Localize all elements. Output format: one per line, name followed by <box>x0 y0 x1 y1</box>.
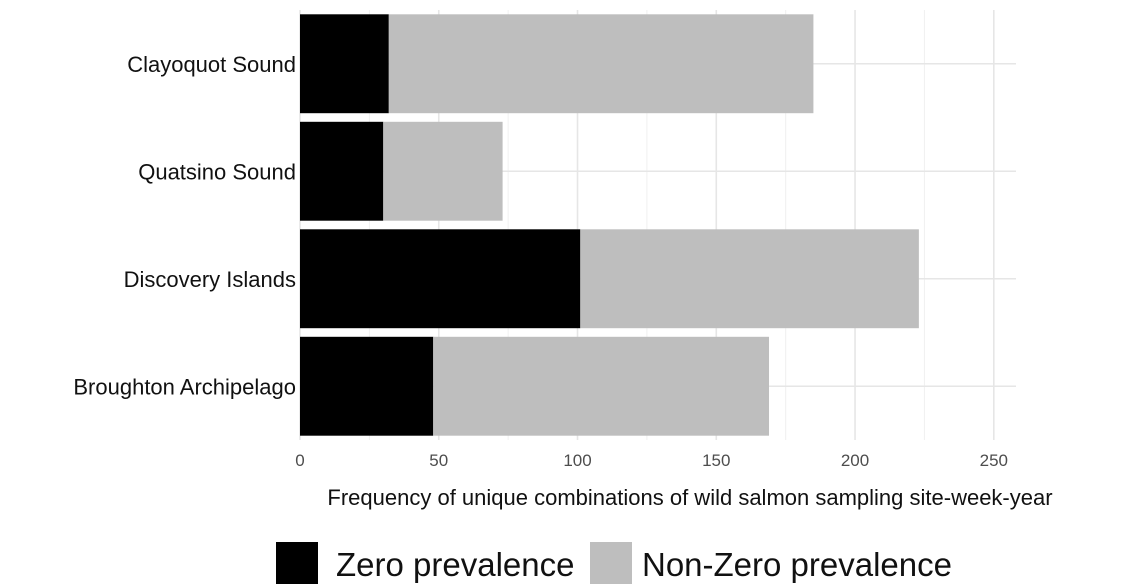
x-axis-tick-label: 200 <box>841 451 869 470</box>
x-axis-tick-label: 250 <box>980 451 1008 470</box>
bar-zero-prevalence <box>300 121 384 221</box>
y-axis-category-labels: Clayoquot Sound Quatsino Sound Discovery I… <box>73 52 296 400</box>
bar-non-zero-prevalence <box>580 229 919 329</box>
bar-zero-prevalence <box>300 336 434 436</box>
y-axis-category-label: Discovery Islands <box>124 267 296 292</box>
legend-swatch-non-zero-prevalence <box>590 542 632 584</box>
legend-label-zero-prevalence: Zero prevalence <box>336 546 574 583</box>
bar-zero-prevalence <box>300 229 581 329</box>
x-axis-tick-label: 50 <box>429 451 448 470</box>
legend-swatch-zero-prevalence <box>276 542 318 584</box>
x-axis-title: Frequency of unique combinations of wild… <box>327 485 1052 510</box>
y-axis-category-label: Quatsino Sound <box>138 159 296 184</box>
x-axis-tick-labels: 0 50 100 150 200 250 <box>295 451 1008 470</box>
legend-label-non-zero-prevalence: Non-Zero prevalence <box>642 546 952 583</box>
bar-non-zero-prevalence <box>383 121 503 221</box>
x-axis-tick-label: 0 <box>295 451 304 470</box>
x-axis-tick-label: 150 <box>702 451 730 470</box>
bar-non-zero-prevalence <box>388 14 814 114</box>
x-axis-tick-label: 100 <box>563 451 591 470</box>
legend: Zero prevalence Non-Zero prevalence <box>276 542 952 584</box>
bar-zero-prevalence <box>300 14 389 114</box>
bars <box>300 14 919 436</box>
bar-non-zero-prevalence <box>433 336 770 436</box>
y-axis-category-label: Broughton Archipelago <box>73 374 296 399</box>
y-axis-category-label: Clayoquot Sound <box>127 52 296 77</box>
